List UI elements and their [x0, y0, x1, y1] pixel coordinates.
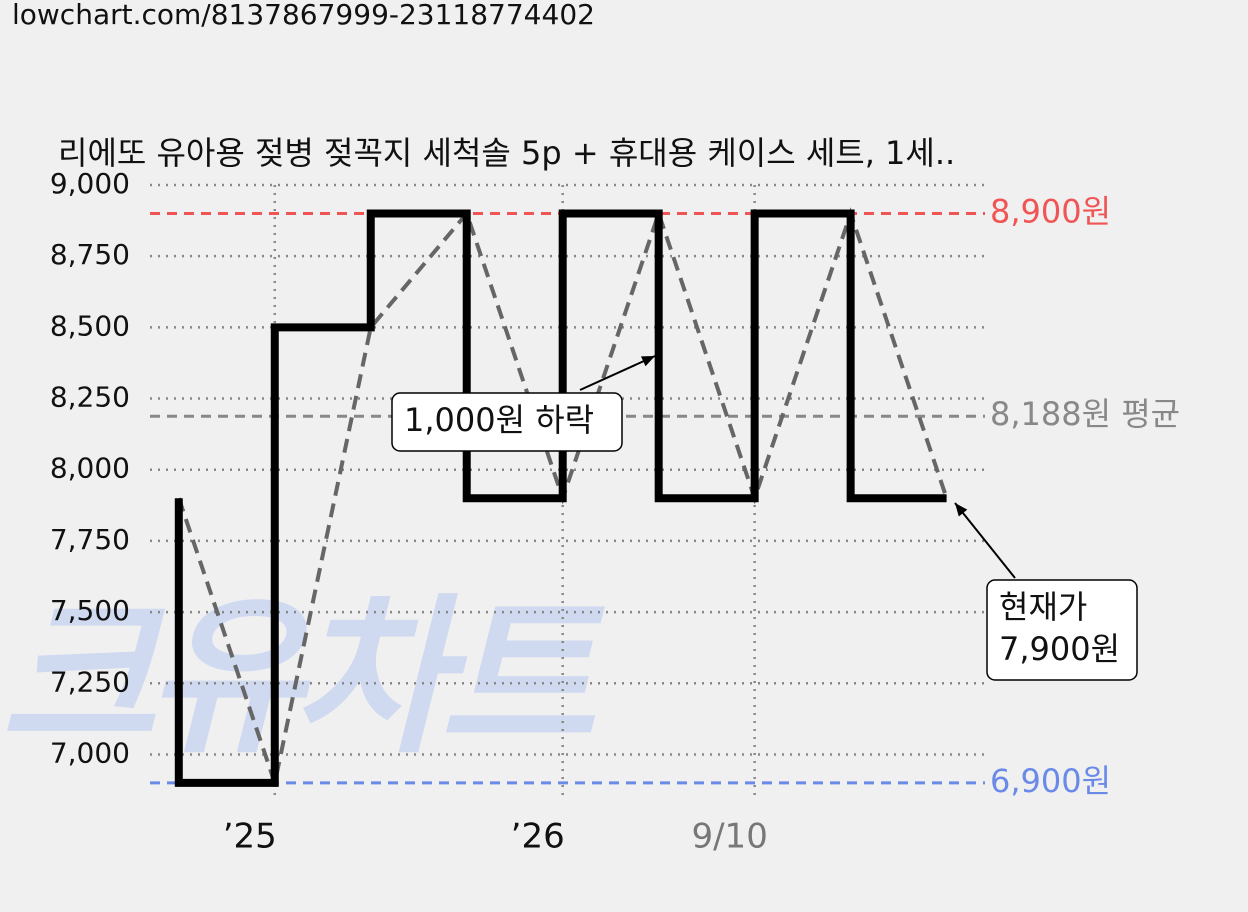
- reference-label: 6,900원: [990, 762, 1111, 800]
- y-tick-label: 8,250: [50, 381, 130, 414]
- x-tick-label: 9/10: [691, 817, 767, 857]
- annotation-box: [986, 579, 1138, 681]
- annotation-text: 현재가: [999, 588, 1087, 626]
- x-tick-label: ’25: [223, 817, 277, 857]
- y-tick-label: 7,000: [50, 736, 130, 769]
- annotation-arrowhead: [641, 356, 655, 367]
- reference-label: 8,900원: [990, 192, 1111, 230]
- annotation-arrowhead: [955, 503, 968, 517]
- annotation-text: 1,000원 하락: [404, 401, 594, 439]
- url: lowchart.com/8137867999-23118774402: [12, 0, 595, 31]
- annotation-box: [391, 392, 623, 452]
- y-tick-label: 7,750: [50, 523, 130, 556]
- annotation-text: 7,900원: [999, 630, 1120, 668]
- annotation-arrow: [954, 502, 1016, 579]
- y-tick-label: 8,500: [50, 309, 130, 342]
- y-tick-label: 8,750: [50, 238, 130, 271]
- y-tick-label: 9,000: [50, 167, 130, 200]
- y-tick-label: 7,250: [50, 665, 130, 698]
- annotation-arrow: [579, 355, 656, 391]
- price-line: [174, 209, 947, 787]
- chart-title: 리에또 유아용 젖병 젖꼭지 세척솔 5p + 휴대용 케이스 세트, 1세..: [58, 134, 955, 172]
- x-tick-label: ’26: [511, 817, 565, 857]
- y-tick-label: 8,000: [50, 452, 130, 485]
- watermark: 크유차트: [0, 579, 605, 777]
- y-tick-label: 7,500: [50, 594, 130, 627]
- reference-label: 8,188원 평균: [990, 395, 1180, 433]
